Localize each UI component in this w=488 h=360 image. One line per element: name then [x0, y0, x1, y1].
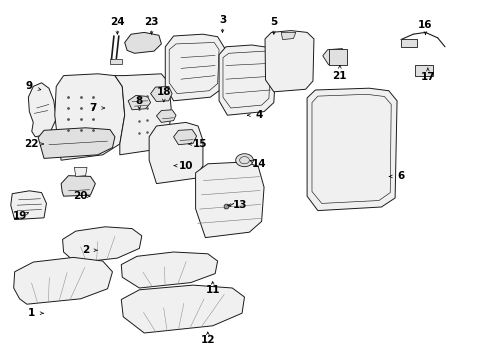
- Text: 16: 16: [417, 20, 432, 30]
- Text: 12: 12: [200, 335, 215, 345]
- Text: 13: 13: [232, 200, 246, 210]
- Text: 8: 8: [136, 96, 142, 106]
- Polygon shape: [128, 95, 150, 110]
- Polygon shape: [281, 32, 295, 40]
- Polygon shape: [219, 45, 276, 115]
- Polygon shape: [165, 34, 224, 101]
- Text: 3: 3: [219, 15, 225, 25]
- Polygon shape: [121, 285, 244, 333]
- Polygon shape: [150, 86, 172, 102]
- Circle shape: [235, 154, 253, 167]
- Bar: [109, 59, 122, 64]
- Text: 11: 11: [205, 285, 220, 295]
- Polygon shape: [14, 257, 112, 304]
- Polygon shape: [156, 110, 176, 122]
- Polygon shape: [173, 130, 196, 145]
- Polygon shape: [11, 191, 46, 220]
- Polygon shape: [124, 32, 161, 53]
- Text: 2: 2: [82, 245, 89, 255]
- Polygon shape: [264, 31, 313, 92]
- Polygon shape: [74, 167, 87, 176]
- Text: 9: 9: [26, 81, 33, 91]
- Text: 23: 23: [144, 17, 159, 27]
- Text: 15: 15: [193, 139, 207, 149]
- Bar: [328, 49, 346, 65]
- Polygon shape: [222, 58, 239, 76]
- Text: 7: 7: [89, 103, 97, 113]
- Bar: [400, 39, 416, 47]
- Polygon shape: [38, 128, 115, 158]
- Bar: [414, 65, 432, 76]
- Polygon shape: [62, 227, 142, 263]
- Text: 21: 21: [332, 71, 346, 81]
- Polygon shape: [61, 176, 95, 196]
- Text: 1: 1: [28, 308, 35, 318]
- Text: 19: 19: [12, 211, 27, 221]
- Text: 20: 20: [73, 191, 88, 201]
- Polygon shape: [306, 88, 396, 211]
- Polygon shape: [121, 252, 217, 288]
- Text: 18: 18: [156, 87, 171, 97]
- Polygon shape: [55, 74, 124, 160]
- Polygon shape: [115, 74, 171, 155]
- Polygon shape: [195, 162, 264, 238]
- Polygon shape: [322, 49, 346, 65]
- Text: 24: 24: [110, 17, 124, 27]
- Text: 6: 6: [397, 171, 404, 181]
- Polygon shape: [28, 83, 56, 137]
- Polygon shape: [149, 122, 203, 184]
- Text: 22: 22: [24, 139, 39, 149]
- Text: 4: 4: [255, 110, 263, 120]
- Text: 10: 10: [178, 161, 193, 171]
- Text: 5: 5: [270, 17, 277, 27]
- Text: 14: 14: [251, 159, 266, 169]
- Text: 17: 17: [420, 72, 434, 82]
